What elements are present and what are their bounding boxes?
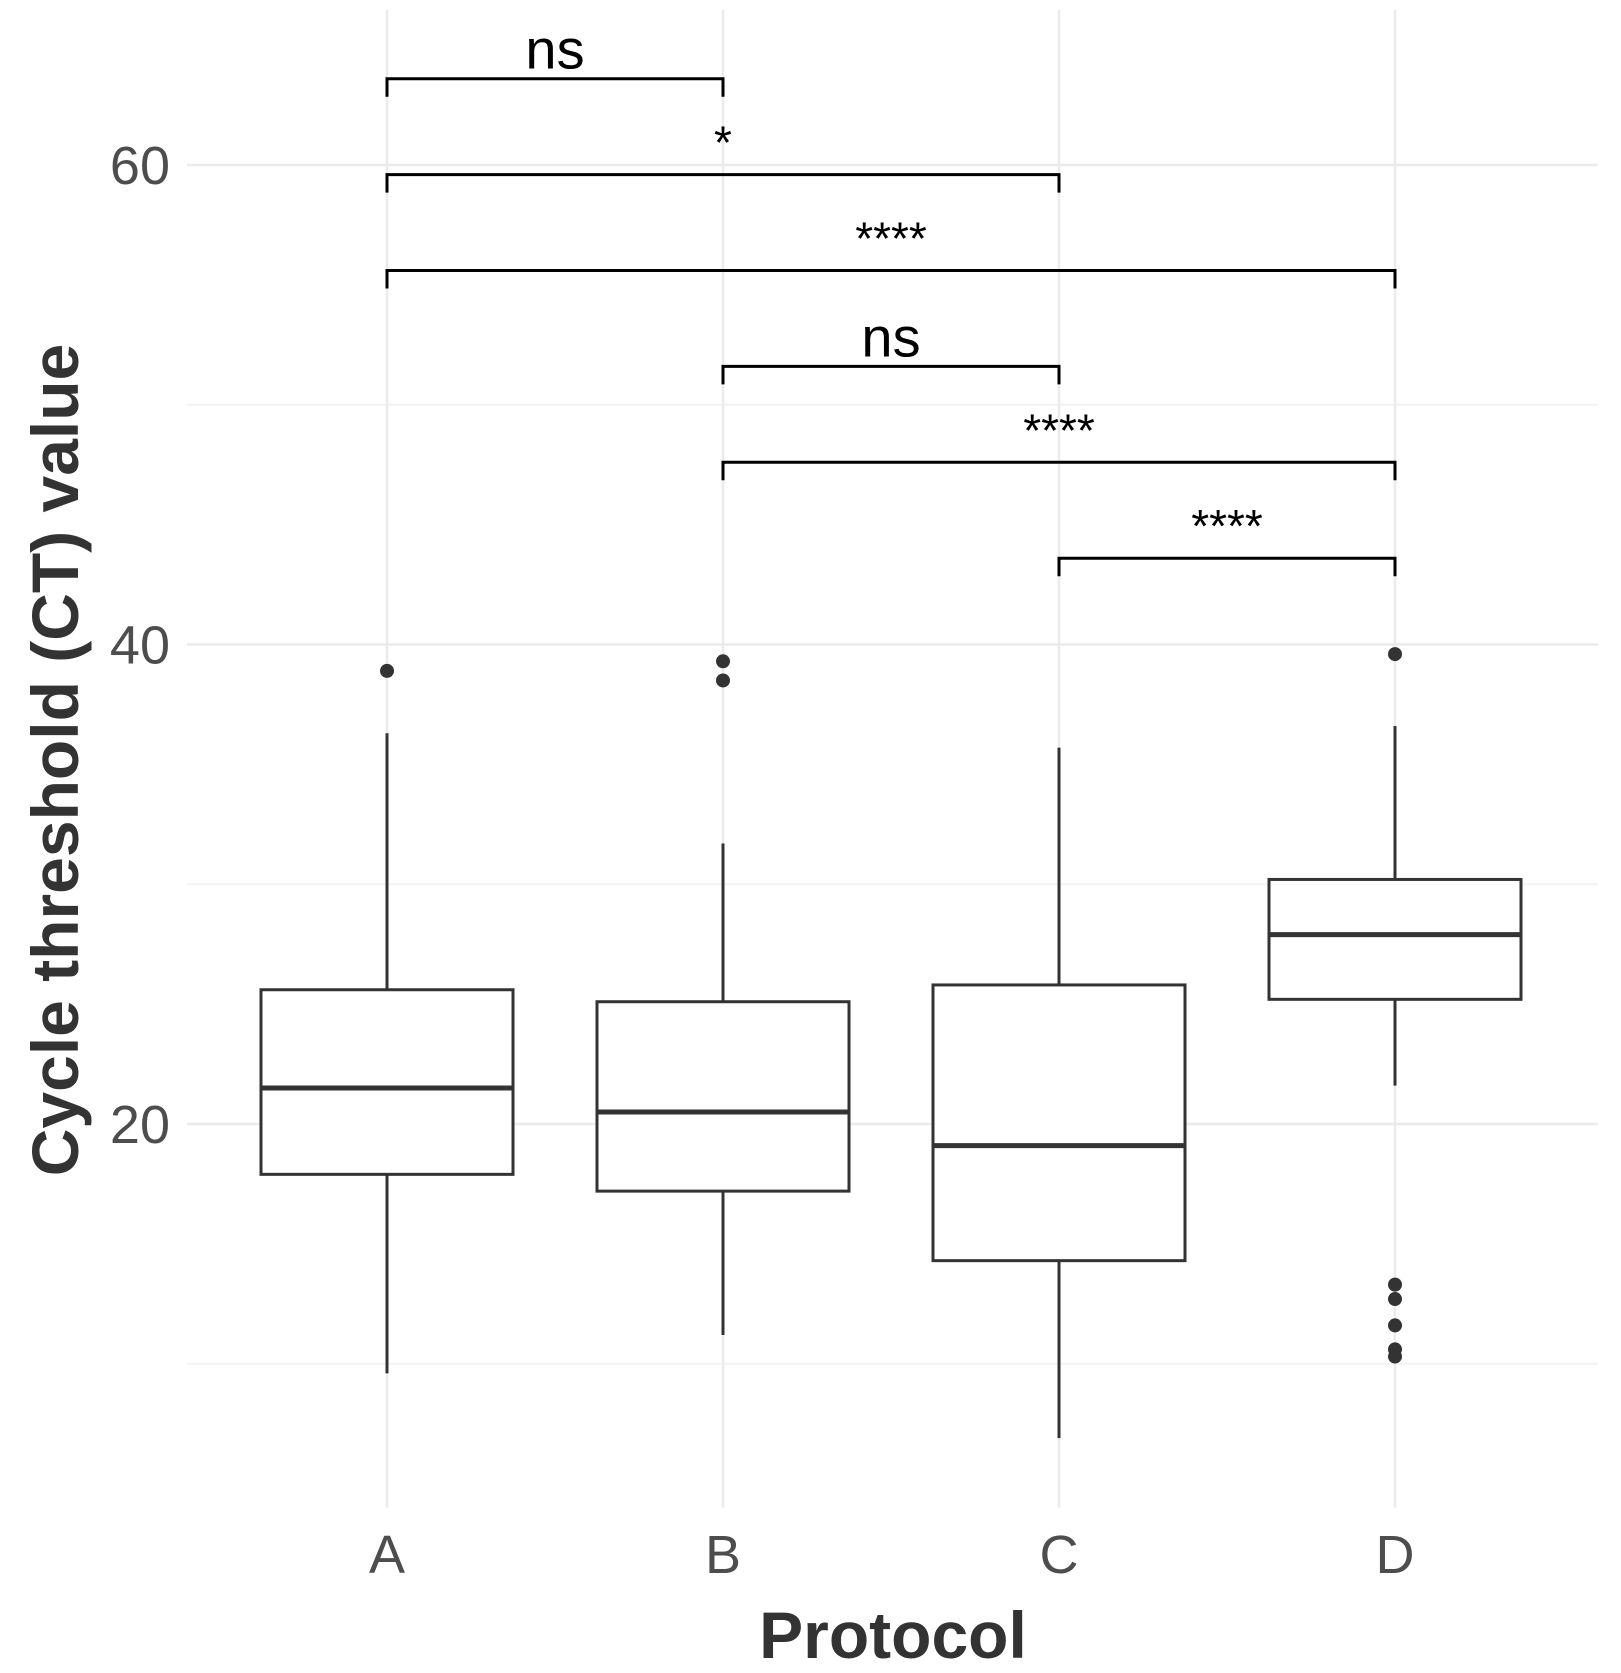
bracket-C-D: ****: [1057, 500, 1397, 577]
outlier-point: [716, 654, 730, 669]
y-tick-label: 60: [110, 136, 170, 196]
box-A: [259, 663, 515, 1374]
outlier-point: [380, 663, 394, 678]
box-iqr: [259, 988, 515, 1176]
outlier-point: [1388, 647, 1402, 662]
bracket-line: [721, 364, 1061, 385]
box-iqr: [595, 1000, 851, 1193]
box-layer: [259, 647, 1523, 1439]
y-tick-label: 40: [110, 616, 170, 676]
outlier-point: [716, 673, 730, 688]
outlier-point: [1388, 1349, 1402, 1364]
x-tick-labels: A B C D: [369, 1525, 1415, 1585]
significance-label: ****: [1191, 500, 1263, 552]
bracket-line: [385, 173, 1061, 193]
x-tick-label: C: [1040, 1525, 1079, 1585]
box-C: [931, 747, 1187, 1439]
significance-label: ns: [525, 18, 584, 81]
y-tick-label: 20: [110, 1095, 170, 1155]
outlier-point: [1388, 1292, 1402, 1307]
bracket-B-C: ns: [721, 305, 1061, 385]
box-D: [1267, 647, 1523, 1364]
x-tick-label: B: [705, 1525, 741, 1585]
x-tick-label: A: [369, 1525, 405, 1585]
x-axis-title: Protocol: [759, 1598, 1027, 1672]
bracket-line: [1057, 556, 1397, 577]
bracket-line: [721, 460, 1397, 481]
significance-label: *: [714, 117, 732, 169]
significance-label: ****: [1023, 404, 1095, 456]
box-iqr: [931, 983, 1187, 1263]
bracket-line: [385, 77, 725, 97]
bracket-A-B: ns: [385, 18, 725, 97]
bracket-B-D: ****: [721, 404, 1397, 481]
y-axis-title: Cycle threshold (CT) value: [18, 344, 92, 1177]
outlier-point: [1388, 1277, 1402, 1292]
box-B: [595, 654, 851, 1335]
bracket-A-D: ****: [385, 212, 1397, 289]
bracket-A-C: *: [385, 117, 1061, 193]
bracket-line: [385, 268, 1397, 289]
y-tick-labels: 20 40 60: [110, 136, 170, 1155]
box-iqr: [1267, 877, 1523, 1001]
significance-brackets: ns*****ns********: [385, 18, 1397, 577]
x-tick-label: D: [1376, 1525, 1415, 1585]
outlier-point: [1388, 1318, 1402, 1333]
significance-label: ****: [855, 212, 927, 264]
significance-label: ns: [861, 305, 920, 368]
